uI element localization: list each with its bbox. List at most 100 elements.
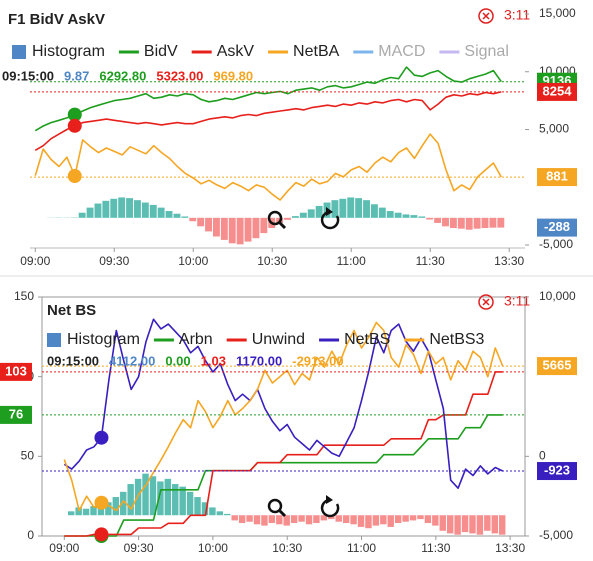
histogram-bar: [442, 217, 449, 227]
legend-label[interactable]: NetBA: [293, 43, 340, 60]
histogram-bar: [141, 202, 149, 218]
histogram-bar: [149, 204, 157, 218]
histogram-bar: [469, 515, 476, 534]
histogram-bar: [489, 217, 497, 228]
reset-icon[interactable]: [320, 498, 340, 518]
histogram-bar: [268, 515, 276, 524]
histogram-bar: [339, 198, 347, 218]
last-value-tag-bg: [537, 168, 577, 187]
close-button[interactable]: [478, 294, 494, 310]
histogram-bar: [284, 217, 291, 220]
legend-label[interactable]: BidV: [144, 43, 178, 60]
histogram-bar: [357, 515, 365, 527]
y-tick-label: 150: [14, 289, 34, 303]
histogram-bar: [497, 217, 505, 228]
histogram-bar: [238, 515, 246, 524]
histogram-bar: [246, 515, 253, 522]
histogram-bar: [307, 209, 315, 218]
histogram-bar: [120, 491, 127, 516]
zoom-icon[interactable]: [267, 498, 283, 514]
histogram-bar: [347, 197, 355, 218]
series-line: [34, 91, 502, 151]
histogram-bar: [402, 214, 410, 218]
histogram-bar: [394, 515, 402, 524]
histogram-bar: [86, 207, 94, 218]
histogram-bar: [253, 515, 261, 525]
crosshair-dot: [94, 527, 109, 542]
zoom-icon[interactable]: [267, 210, 283, 226]
readout-value: 5323.00: [156, 68, 203, 83]
legend-label[interactable]: Histogram: [32, 43, 105, 60]
legend-label[interactable]: Signal: [464, 43, 508, 60]
histogram-bar: [149, 476, 157, 516]
last-value-tag-bg: [537, 357, 577, 376]
plot-frame: [41, 296, 526, 537]
last-value-tag-bg: [537, 462, 577, 481]
histogram-bar: [110, 198, 118, 218]
x-tick-label: 10:30: [257, 254, 287, 268]
series-line: [64, 414, 503, 537]
histogram-bar: [454, 515, 461, 535]
histogram-bar: [164, 478, 172, 516]
close-button[interactable]: [478, 8, 494, 24]
histogram-bar: [205, 217, 212, 232]
series-line: [34, 133, 502, 201]
histogram-bar: [186, 491, 194, 516]
legend-swatch[interactable]: [47, 333, 61, 347]
histogram-bar: [236, 217, 244, 245]
series-line: [34, 66, 502, 132]
histogram-bar: [172, 484, 179, 516]
y-tick-label: 50: [21, 449, 35, 463]
legend-label[interactable]: Histogram: [67, 331, 140, 348]
histogram-bar: [418, 216, 426, 218]
histogram-bar: [372, 515, 380, 526]
histogram-bar: [209, 507, 216, 516]
histogram-bar: [298, 515, 305, 522]
readout-value: 6292.80: [99, 68, 146, 83]
legend-label[interactable]: Arbn: [179, 331, 213, 348]
legend-swatch[interactable]: [12, 45, 26, 59]
readout-value: 969.80: [213, 68, 253, 83]
close-icon: [482, 12, 490, 20]
legend-label[interactable]: Unwind: [252, 331, 305, 348]
histogram-bar: [157, 207, 165, 218]
histogram-bar: [276, 515, 283, 525]
histogram-bar: [68, 511, 75, 516]
histogram-bar: [473, 217, 481, 229]
crosshair-dot: [67, 107, 82, 122]
chart-title: Net BS: [47, 302, 96, 319]
y-tick-label: -5,000: [539, 528, 573, 542]
histogram-bar: [290, 515, 298, 524]
histogram-bar: [283, 515, 290, 526]
reset-icon[interactable]: [320, 210, 340, 230]
histogram-bar: [212, 217, 220, 237]
histogram-bar: [261, 515, 268, 526]
last-value-tag: 103: [5, 363, 27, 378]
legend-label[interactable]: AskV: [217, 43, 255, 60]
x-tick-label: 09:30: [124, 541, 154, 555]
histogram-bar: [305, 515, 313, 525]
legend-label[interactable]: NetBS: [344, 331, 390, 348]
histogram-bar: [157, 481, 164, 516]
histogram-bar: [220, 217, 228, 240]
readout-value: 1170.00: [236, 353, 282, 368]
histogram-bar: [82, 508, 90, 516]
legend-label[interactable]: MACD: [378, 43, 425, 60]
histogram-bar: [231, 515, 238, 521]
readout-value: -2913.00: [292, 353, 343, 368]
readout-value: 4112.00: [109, 353, 155, 368]
legend-label[interactable]: NetBS3: [429, 331, 484, 348]
last-value-tag-bg: [537, 218, 577, 237]
histogram-bar: [134, 200, 141, 218]
histogram-bar: [365, 515, 372, 529]
series-line: [64, 371, 503, 537]
histogram-bar: [386, 211, 394, 218]
histogram-bar: [299, 212, 307, 218]
histogram-bar: [409, 515, 417, 521]
histogram-bar: [126, 198, 134, 218]
y-tick-label: 5,000: [539, 122, 569, 136]
histogram-bar: [402, 515, 409, 522]
histogram-bar: [252, 217, 260, 239]
